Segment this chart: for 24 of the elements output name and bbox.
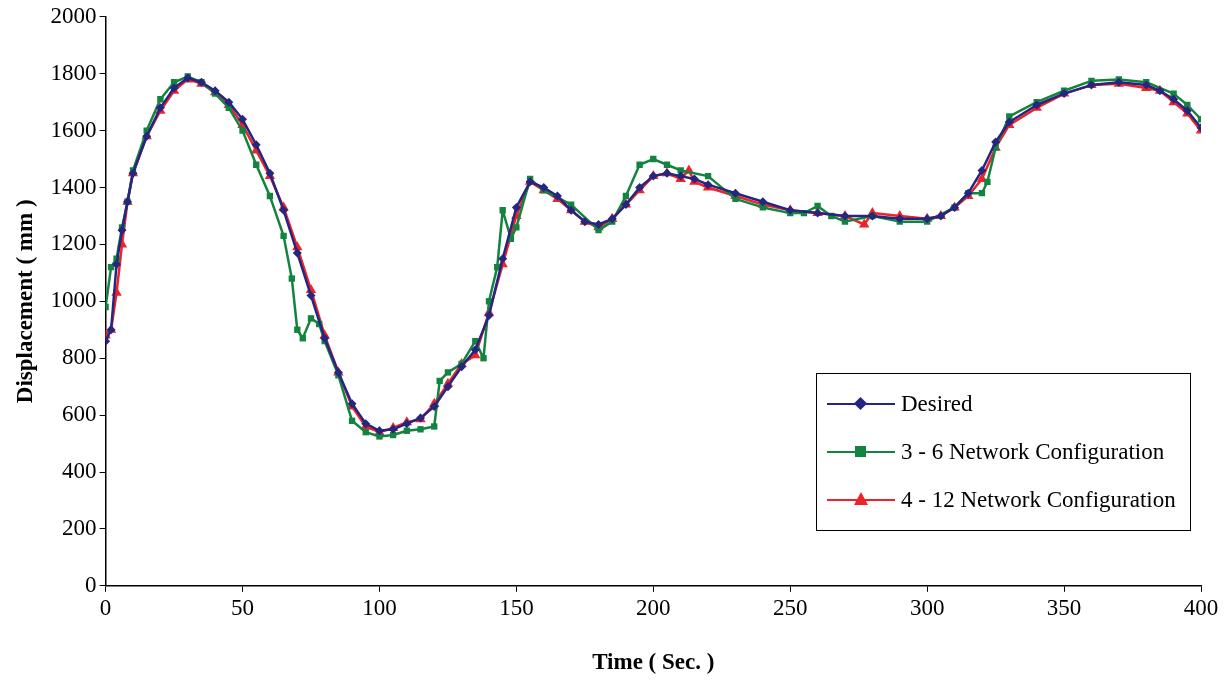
y-tick-label: 1400	[50, 173, 97, 199]
x-tick-label: 100	[362, 594, 397, 620]
x-tick-label: 350	[1046, 594, 1082, 620]
y-tick-label: 400	[62, 458, 97, 484]
legend-label: 3 - 6 Network Configuration	[901, 438, 1165, 465]
y-tick-label: 600	[62, 401, 97, 427]
y-tick-label: 0	[85, 571, 97, 597]
y-tick-label: 2000	[50, 2, 97, 28]
x-tick-label: 150	[499, 594, 534, 620]
y-tick-label: 1600	[50, 116, 97, 142]
y-axis-title: Displacement ( mm )	[11, 199, 37, 404]
legend-label: 4 - 12 Network Configuration	[901, 486, 1176, 513]
y-tick-label: 800	[62, 344, 97, 370]
x-tick-label: 50	[231, 594, 255, 620]
y-tick-label: 1800	[50, 59, 97, 85]
x-tick-label: 200	[636, 594, 671, 620]
y-tick-label: 1200	[50, 230, 97, 256]
y-tick-label: 200	[62, 514, 97, 540]
x-axis-title: Time ( Sec. )	[592, 649, 715, 675]
x-tick-label: 300	[909, 594, 945, 620]
x-tick-label: 250	[772, 594, 808, 620]
x-tick-label: 400	[1183, 594, 1219, 620]
legend-label: Desired	[901, 390, 973, 417]
y-tick-label: 1000	[50, 287, 97, 313]
